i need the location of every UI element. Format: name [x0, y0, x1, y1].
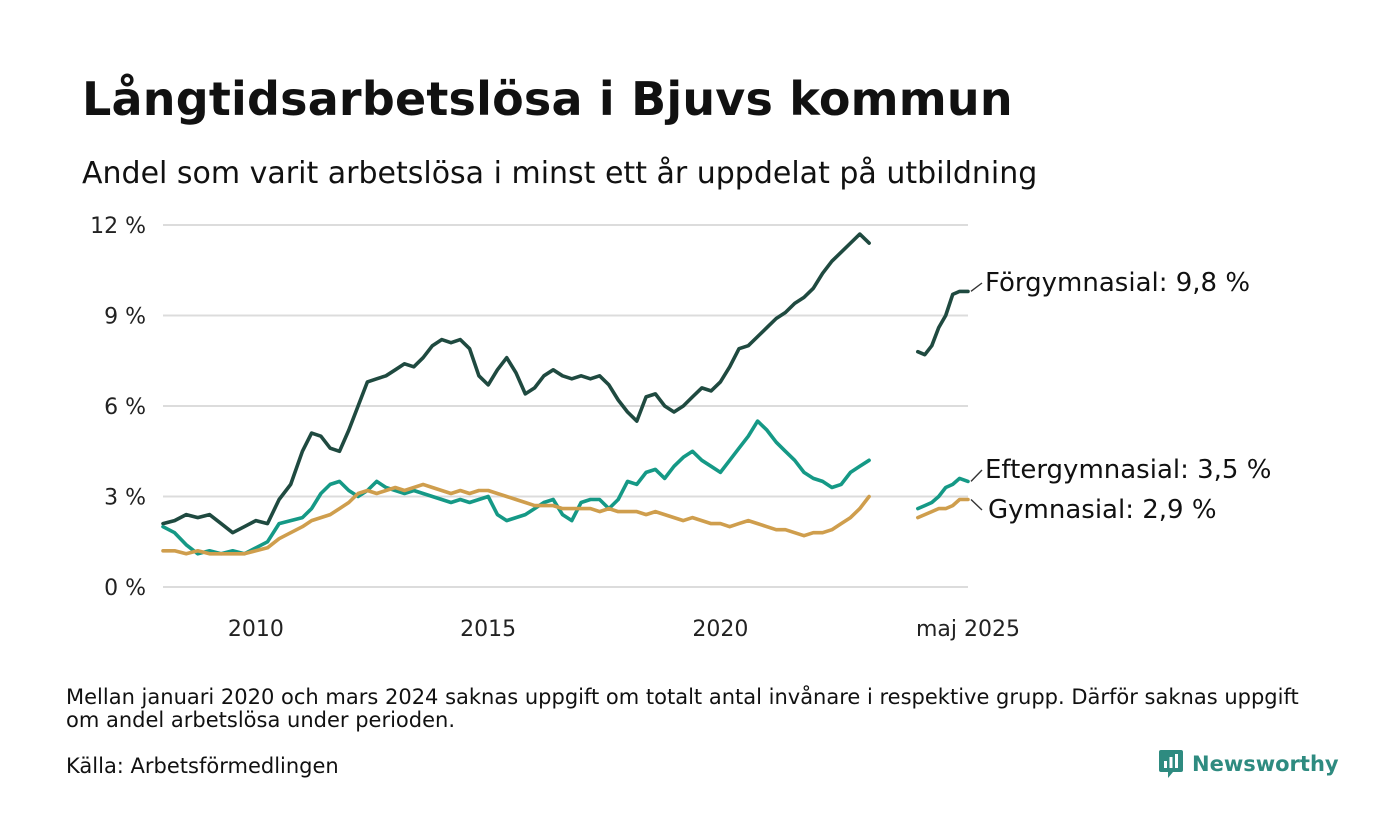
brand-name: Newsworthy [1192, 752, 1339, 776]
y-axis-ticks: 0 % 3 % 6 % 9 % 12 % [90, 214, 146, 601]
y-tick-label: 12 % [90, 214, 146, 239]
series-label-eftergymnasial: Eftergymnasial: 3,5 % [985, 455, 1271, 485]
footnote: Mellan januari 2020 och mars 2024 saknas… [66, 685, 1299, 732]
series-line-eftergymnasial [916, 476, 970, 511]
label-connector [970, 499, 983, 511]
source-text: Källa: Arbetsförmedlingen [66, 754, 339, 778]
label-connector [970, 469, 983, 482]
newsworthy-logo-icon [1159, 750, 1183, 778]
series-line-gymnasial [916, 497, 970, 520]
grid-lines [163, 224, 968, 588]
series-lines [161, 232, 970, 556]
series-line-eftergymnasial [161, 419, 871, 556]
series-end-labels: Förgymnasial: 9,8 % Eftergymnasial: 3,5 %… [970, 268, 1271, 525]
chart-subtitle: Andel som varit arbetslösa i minst ett å… [82, 156, 1038, 191]
x-tick-label: 2010 [228, 617, 284, 642]
series-line-f-rgymnasial [916, 289, 970, 357]
y-tick-label: 0 % [104, 576, 146, 601]
series-line-gymnasial [161, 482, 871, 556]
x-axis-ticks: 2010 2015 2020 maj 2025 [228, 617, 1020, 642]
series-label-gymnasial: Gymnasial: 2,9 % [988, 495, 1217, 525]
series-line-f-rgymnasial [161, 232, 871, 535]
x-tick-label: 2020 [692, 617, 748, 642]
line-chart: 0 % 3 % 6 % 9 % 12 % 2010 2015 2020 maj 2025 Fö… [90, 214, 1271, 642]
series-label-f-rgymnasial: Förgymnasial: 9,8 % [985, 268, 1250, 298]
label-connector [970, 282, 983, 292]
chart-title: Långtidsarbetslösa i Bjuvs kommun [82, 72, 1013, 126]
x-tick-label: 2015 [460, 617, 516, 642]
brand-logo[interactable]: Newsworthy [1158, 747, 1339, 781]
y-tick-label: 6 % [104, 395, 146, 420]
y-tick-label: 3 % [104, 486, 146, 511]
y-tick-label: 9 % [104, 305, 146, 330]
x-tick-label: maj 2025 [916, 617, 1020, 642]
